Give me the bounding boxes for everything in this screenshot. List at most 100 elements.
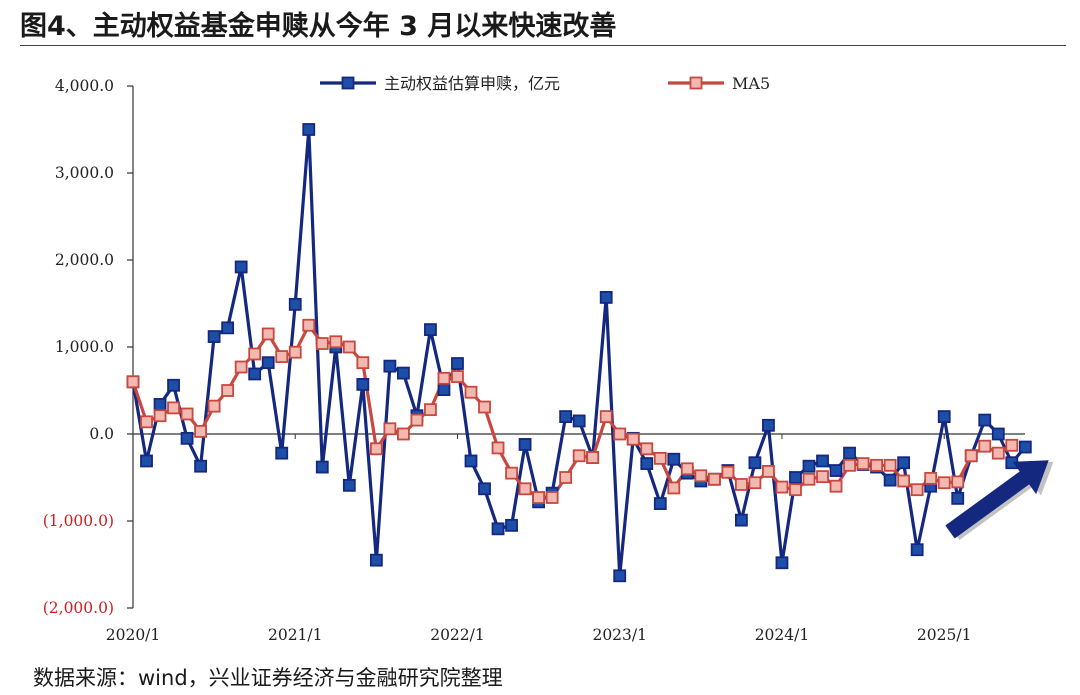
y-tick-label: 4,000.0 [55,77,114,95]
series-2-point [545,491,559,504]
series-1-point [640,457,654,470]
trend-arrow-shape [945,460,1049,539]
series-1-point [396,366,410,380]
y-tick-label: (1,000.0) [43,512,114,530]
series-2-point [464,385,478,399]
series-2-point [342,340,356,354]
series-1-point [1018,440,1032,454]
y-tick-label: (2,000.0) [43,599,114,617]
series-2-point [369,442,383,456]
series-1-point [451,357,464,370]
series-1-point [978,413,992,427]
series-2-point [883,458,897,472]
y-tick-label: 1,000.0 [55,338,114,356]
series-1-point [383,359,397,373]
series-1-point [221,321,235,335]
series-1-point [478,482,491,496]
legend-label-2: MA5 [732,74,770,93]
series-2-point [707,472,721,486]
series-1-point [464,454,478,468]
x-tick-label: 2021/1 [268,626,323,644]
series-2-point [762,465,775,478]
series-2-point [572,449,586,463]
series-2-point [356,356,370,370]
series-1-point [667,452,681,466]
series-1-point [153,398,167,411]
series-2-point [991,446,1005,460]
series-2-point [180,407,194,421]
series-2-point [194,424,208,438]
series-1-point [140,454,153,468]
series-2-point [424,403,437,417]
series-1-point [491,522,505,536]
series-2-point [234,360,248,374]
series-2-point [694,469,708,483]
series-1-point [613,569,627,583]
series-2-point [870,458,883,472]
series-2-point [667,481,681,495]
series-1-point [518,438,532,451]
series-1-point [735,513,748,527]
chart-legend: 主动权益估算申赎，亿元 MA5 [320,74,770,93]
series-1-point [424,323,437,337]
y-tick-label: 2,000.0 [55,251,114,269]
series-2-point [518,482,532,496]
series-2-point [491,441,505,455]
series-1-point [180,431,194,445]
x-tick-label: 2023/1 [592,626,647,644]
series-2-point [329,335,343,349]
series-2-point [396,427,410,441]
series-2-point [451,370,464,383]
series-2-point [680,462,694,476]
series-1-point [883,473,897,487]
series-2-point [856,457,870,470]
series-1-point [356,378,370,391]
series-1-point [369,553,383,567]
series-2-point [721,465,735,479]
series-2-point [937,476,951,490]
series-2-point [302,318,316,332]
series-1-point [897,456,911,470]
series-2-point [207,399,221,413]
series-2-point [897,474,911,488]
series-2-point [802,472,816,486]
series-1-point [775,556,789,570]
series-1-point [234,260,248,274]
source-note: 数据来源：wind，兴业证券经济与金融研究院整理 [33,666,503,690]
series-1-point [342,478,356,492]
series-2-point [748,476,762,490]
series-2-point [437,371,451,385]
series-1-point [248,367,262,381]
series-2-point [383,422,397,436]
chart-title: 图4、主动权益基金申赎从今年 3 月以来快速改善 [20,11,617,42]
series-1-point [843,446,856,460]
series-2-point [978,439,992,453]
x-tick-label: 2020/1 [106,626,161,644]
series-2-point [288,345,302,359]
series-1-point [829,464,843,477]
series-2-point [586,451,600,464]
series-2-point [951,475,965,489]
series-1-point [748,456,762,470]
series-2-point [153,409,167,423]
x-tick-label: 2024/1 [755,626,810,644]
series-1-point [572,414,586,428]
x-tick-label: 2022/1 [430,626,485,644]
series-1-point [816,454,829,468]
trend-arrow [945,460,1054,540]
chart-annotations [945,460,1054,540]
y-tick-label: 3,000.0 [55,164,114,182]
series-1-point [167,378,180,392]
series-2-point [410,413,424,427]
series-2-point [221,384,235,397]
series-2-point [910,483,924,497]
series-2-point [599,410,613,424]
series-1-point [194,459,208,473]
series-2-point [789,483,802,497]
x-tick-label: 2025/1 [917,626,972,644]
series-2-point [315,337,329,350]
series-2-point [167,401,180,415]
series-1-point [302,123,316,136]
series-1-point [789,471,802,484]
